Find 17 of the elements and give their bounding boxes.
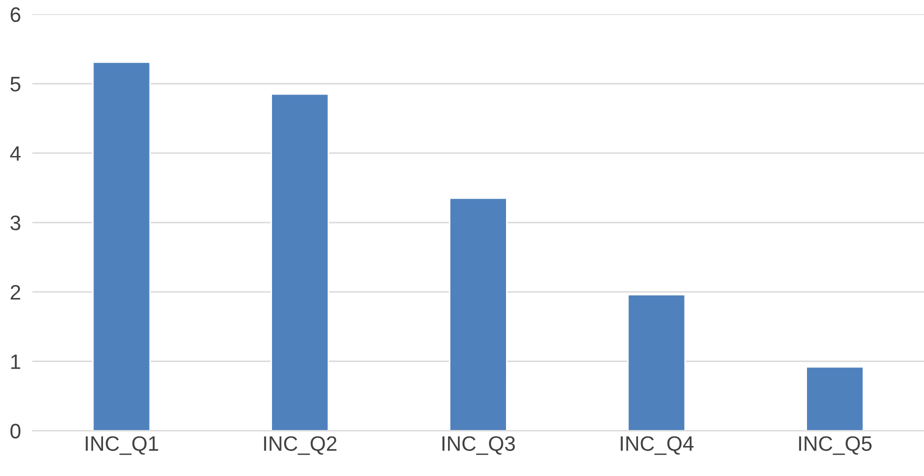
- x-tick-label: INC_Q1: [86, 436, 158, 455]
- y-tick-label: 2: [10, 284, 20, 300]
- x-tick-label: INC_Q5: [799, 436, 872, 455]
- bar: [627, 294, 686, 431]
- x-tick-label: INC_Q3: [442, 436, 515, 455]
- y-tick-label: 5: [10, 76, 20, 92]
- bar: [448, 198, 508, 431]
- y-tick-label: 3: [10, 216, 20, 230]
- y-tick-label: 6: [10, 7, 20, 22]
- x-tick-label: INC_Q4: [620, 436, 694, 455]
- bar: [806, 366, 864, 431]
- bar: [92, 61, 151, 431]
- y-tick-label: 4: [10, 146, 21, 161]
- y-tick-label: 0: [10, 424, 20, 439]
- y-tick-label: 1: [11, 354, 20, 369]
- bar: [270, 93, 330, 431]
- x-tick-label: INC_Q2: [264, 436, 336, 455]
